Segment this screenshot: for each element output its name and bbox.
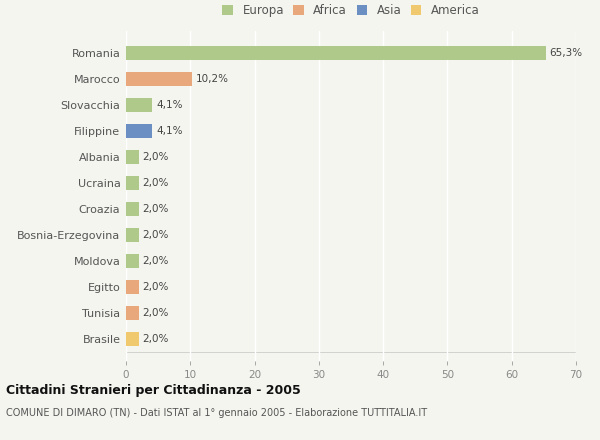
Bar: [126, 305, 139, 320]
Text: 2,0%: 2,0%: [143, 334, 169, 344]
Text: 65,3%: 65,3%: [550, 48, 583, 58]
Text: 2,0%: 2,0%: [143, 256, 169, 266]
Text: 2,0%: 2,0%: [143, 204, 169, 214]
Text: 10,2%: 10,2%: [196, 74, 229, 84]
Bar: [126, 98, 152, 112]
Text: Cittadini Stranieri per Cittadinanza - 2005: Cittadini Stranieri per Cittadinanza - 2…: [6, 384, 301, 397]
Text: 2,0%: 2,0%: [143, 178, 169, 188]
Text: COMUNE DI DIMARO (TN) - Dati ISTAT al 1° gennaio 2005 - Elaborazione TUTTITALIA.: COMUNE DI DIMARO (TN) - Dati ISTAT al 1°…: [6, 408, 427, 418]
Bar: [126, 227, 139, 242]
Bar: [126, 150, 139, 164]
Text: 4,1%: 4,1%: [156, 126, 183, 136]
Text: 2,0%: 2,0%: [143, 308, 169, 318]
Text: 2,0%: 2,0%: [143, 282, 169, 292]
Bar: [126, 202, 139, 216]
Legend: Europa, Africa, Asia, America: Europa, Africa, Asia, America: [223, 4, 479, 17]
Bar: [126, 124, 152, 138]
Bar: [126, 331, 139, 346]
Bar: [126, 279, 139, 294]
Text: 2,0%: 2,0%: [143, 230, 169, 240]
Text: 2,0%: 2,0%: [143, 152, 169, 162]
Bar: [126, 72, 191, 86]
Bar: [126, 46, 546, 60]
Bar: [126, 176, 139, 190]
Bar: [126, 253, 139, 268]
Text: 4,1%: 4,1%: [156, 100, 183, 110]
